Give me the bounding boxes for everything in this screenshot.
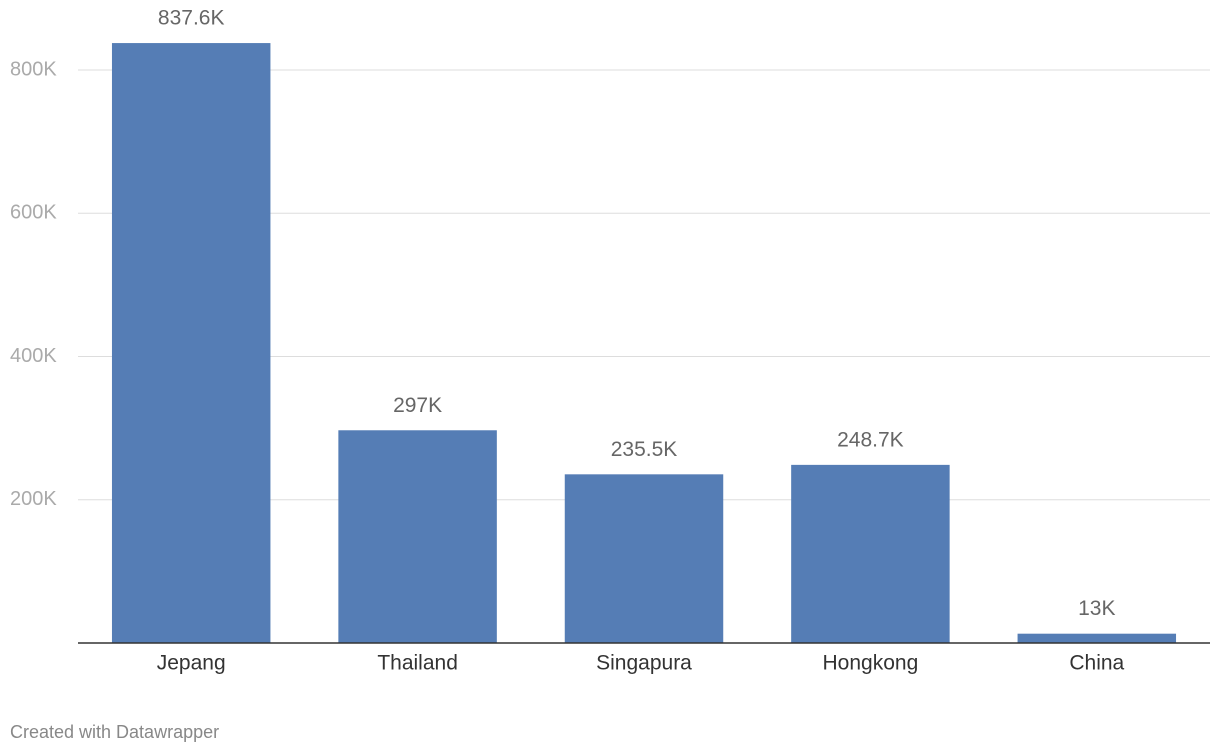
x-tick-label: Thailand (377, 652, 458, 675)
bar (564, 474, 724, 643)
value-label: 248.7K (837, 428, 904, 451)
x-tick-label: Jepang (157, 652, 226, 675)
bar (1017, 633, 1177, 643)
credit: Created with Datawrapper (10, 722, 219, 742)
value-label: 837.6K (158, 7, 225, 30)
y-tick-label: 400K (10, 345, 57, 367)
y-tick-label: 200K (10, 488, 57, 510)
value-label: 235.5K (611, 438, 678, 461)
x-tick-label: China (1069, 652, 1124, 675)
bar (791, 464, 950, 643)
value-label: 13K (1078, 597, 1115, 620)
x-tick-label: Hongkong (823, 652, 919, 675)
x-tick-label: Singapura (596, 652, 692, 675)
value-label: 297K (393, 394, 442, 417)
y-tick-label: 600K (10, 202, 57, 224)
bar (338, 430, 497, 643)
y-tick-label: 800K (10, 58, 57, 80)
bar (111, 43, 271, 644)
